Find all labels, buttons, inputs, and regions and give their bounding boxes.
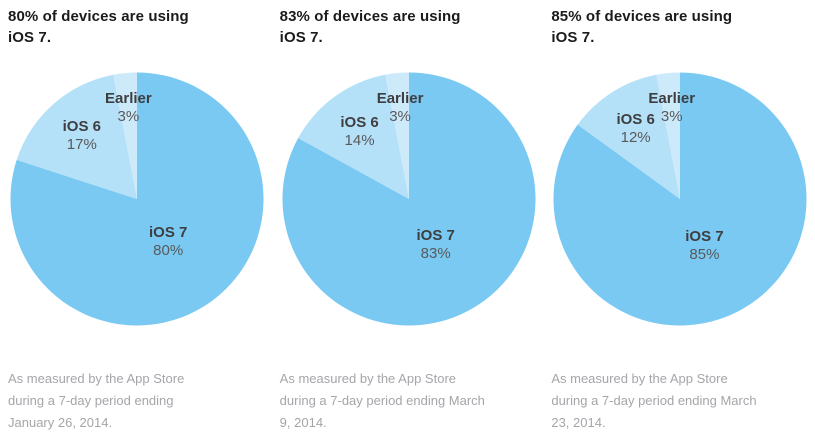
chart-footer: As measured by the App Store during a 7-… bbox=[8, 371, 185, 430]
pie-slice-earlier bbox=[384, 72, 409, 199]
pie-slice-ios-6 bbox=[16, 74, 137, 199]
pie-chart-january: iOS 7 80% iOS 6 17% Earlier 3% bbox=[10, 72, 264, 326]
chart-footer: As measured by the App Store during a 7-… bbox=[279, 371, 485, 430]
chart-column-march-23: 85% of devices are using iOS 7. iOS 7 85%… bbox=[543, 0, 815, 435]
pie-slice-ios-6 bbox=[297, 74, 409, 199]
pie-slice-earlier bbox=[113, 72, 137, 199]
chart-column-january: 80% of devices are using iOS 7. iOS 7 80%… bbox=[0, 0, 272, 435]
pie-chart-march-23: iOS 7 85% iOS 6 12% Earlier 3% bbox=[553, 72, 807, 326]
chart-column-march-9: 83% of devices are using iOS 7. iOS 7 83%… bbox=[272, 0, 544, 435]
pie-slice-ios-7 bbox=[10, 72, 264, 326]
chart-title: 80% of devices are using iOS 7. bbox=[8, 8, 189, 46]
pie-svg bbox=[553, 72, 807, 326]
pie-svg bbox=[10, 72, 264, 326]
chart-title: 85% of devices are using iOS 7. bbox=[551, 8, 733, 46]
pie-svg bbox=[282, 72, 536, 326]
pie-chart-march-9: iOS 7 83% iOS 6 14% Earlier 3% bbox=[282, 72, 536, 326]
chart-footer: As measured by the App Store during a 7-… bbox=[551, 371, 757, 430]
chart-title: 83% of devices are using iOS 7. bbox=[279, 8, 461, 46]
pie-slice-ios-6 bbox=[578, 74, 681, 199]
pie-slice-earlier bbox=[656, 72, 681, 199]
pie-slice-ios-7 bbox=[282, 72, 536, 326]
pie-slice-ios-7 bbox=[553, 72, 807, 326]
